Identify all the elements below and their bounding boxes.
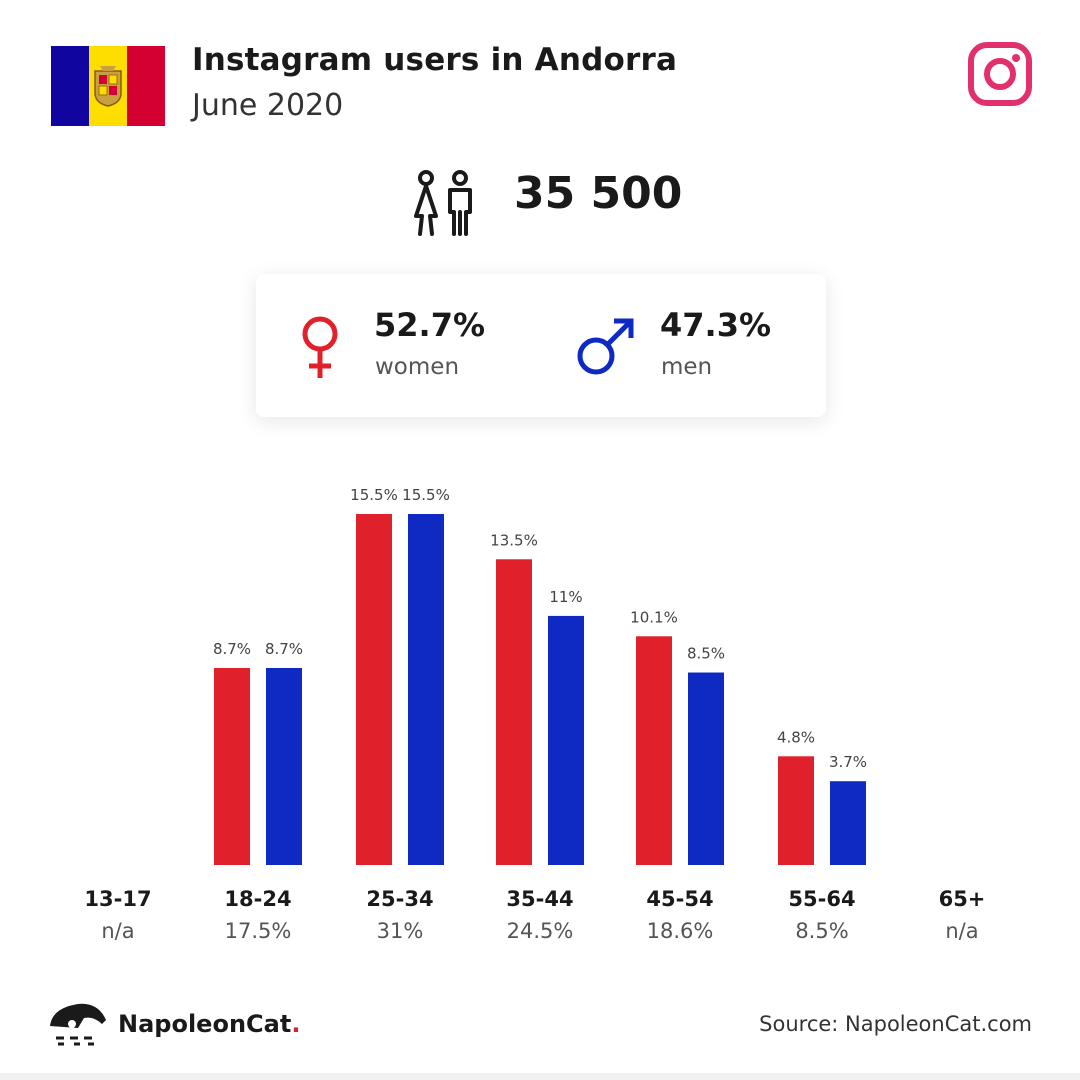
- age-group-label-25-34: 25-34: [366, 887, 433, 911]
- brand-name: NapoleonCat.: [118, 1010, 300, 1038]
- age-group-label-35-44: 35-44: [506, 887, 573, 911]
- chart-subtitle: June 2020: [192, 88, 344, 123]
- bar-men-25-34: [408, 514, 444, 865]
- bar-women-45-54: [636, 636, 672, 865]
- bottom-strip: [0, 1073, 1080, 1080]
- bar-women-35-44: [496, 559, 532, 865]
- bar-men-55-64: [830, 781, 866, 865]
- women-label: women: [375, 354, 460, 380]
- age-group-share-25-34: 31%: [377, 919, 424, 943]
- women-percentage: 52.7%: [374, 306, 486, 344]
- bar-value-label-men-35-44: 11%: [549, 588, 582, 606]
- men-percentage: 47.3%: [660, 306, 772, 344]
- bar-men-18-24: [266, 667, 302, 865]
- age-group-share-55-64: 8.5%: [795, 919, 848, 943]
- age-group-share-13-17: n/a: [101, 919, 134, 943]
- age-group-label-13-17: 13-17: [84, 887, 151, 911]
- age-group-share-35-44: 24.5%: [507, 919, 574, 943]
- bar-value-label-women-25-34: 15.5%: [350, 486, 398, 504]
- bar-women-18-24: [214, 667, 250, 865]
- users-icon: [414, 170, 472, 236]
- bar-men-45-54: [688, 672, 724, 865]
- napoleoncat-logo-icon: [50, 1003, 106, 1046]
- total-users: 35 500: [514, 168, 683, 219]
- age-group-share-65+: n/a: [945, 919, 978, 943]
- bar-women-55-64: [778, 756, 814, 865]
- bar-value-label-women-55-64: 4.8%: [777, 728, 815, 746]
- bar-value-label-men-25-34: 15.5%: [402, 486, 450, 504]
- men-label: men: [661, 354, 713, 380]
- age-group-label-55-64: 55-64: [788, 887, 855, 911]
- bar-value-label-women-18-24: 8.7%: [213, 640, 251, 658]
- chart-title: Instagram users in Andorra: [192, 42, 678, 78]
- age-group-share-18-24: 17.5%: [225, 919, 292, 943]
- andorra-flag-icon: [51, 46, 165, 126]
- brand-dot: .: [291, 1010, 301, 1038]
- age-group-label-65+: 65+: [939, 887, 986, 911]
- age-bar-chart: 13-17 n/a 8.7% 8.7% 18-24 17.5% 15.5% 15.5% 25-3…: [84, 486, 986, 943]
- bar-value-label-men-55-64: 3.7%: [829, 753, 867, 771]
- age-group-label-45-54: 45-54: [646, 887, 713, 911]
- male-icon: [577, 318, 634, 375]
- female-icon: [302, 316, 338, 378]
- source-credit: Source: NapoleonCat.com: [759, 1012, 1032, 1036]
- instagram-icon: [968, 42, 1032, 106]
- bar-value-label-women-45-54: 10.1%: [630, 608, 678, 626]
- bar-value-label-women-35-44: 13.5%: [490, 531, 538, 549]
- bar-women-25-34: [356, 514, 392, 865]
- age-group-label-18-24: 18-24: [224, 887, 291, 911]
- age-group-share-45-54: 18.6%: [647, 919, 714, 943]
- bar-men-35-44: [548, 615, 584, 865]
- bar-value-label-men-45-54: 8.5%: [687, 645, 725, 663]
- gender-card: 52.7% women 47.3% men: [256, 274, 826, 417]
- brand-name-text: NapoleonCat: [118, 1010, 292, 1038]
- bar-value-label-men-18-24: 8.7%: [265, 640, 303, 658]
